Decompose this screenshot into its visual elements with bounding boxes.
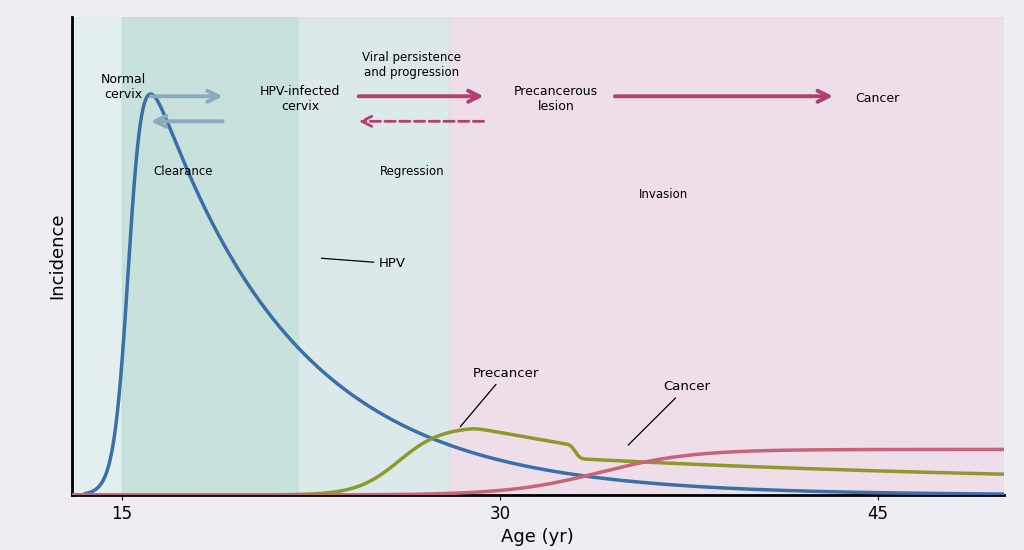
Bar (72, 16, 122, 495)
Text: Precancer: Precancer (460, 366, 539, 427)
Text: Clearance: Clearance (154, 165, 213, 178)
X-axis label: Age (yr): Age (yr) (501, 529, 574, 546)
Text: Viral persistence
and progression: Viral persistence and progression (362, 51, 461, 79)
Text: HPV-infected
cervix: HPV-infected cervix (260, 85, 340, 113)
Text: HPV: HPV (322, 257, 407, 270)
Y-axis label: Incidence: Incidence (48, 212, 67, 299)
Text: Normal
cervix: Normal cervix (100, 73, 145, 101)
Bar (298, 16, 450, 495)
Bar (450, 16, 1004, 495)
Text: Regression: Regression (380, 165, 444, 178)
Text: Cancer: Cancer (856, 92, 900, 105)
Text: Invasion: Invasion (639, 188, 688, 201)
Text: Precancerous
lesion: Precancerous lesion (514, 85, 598, 113)
Bar (122, 16, 298, 495)
Text: Cancer: Cancer (628, 380, 711, 445)
